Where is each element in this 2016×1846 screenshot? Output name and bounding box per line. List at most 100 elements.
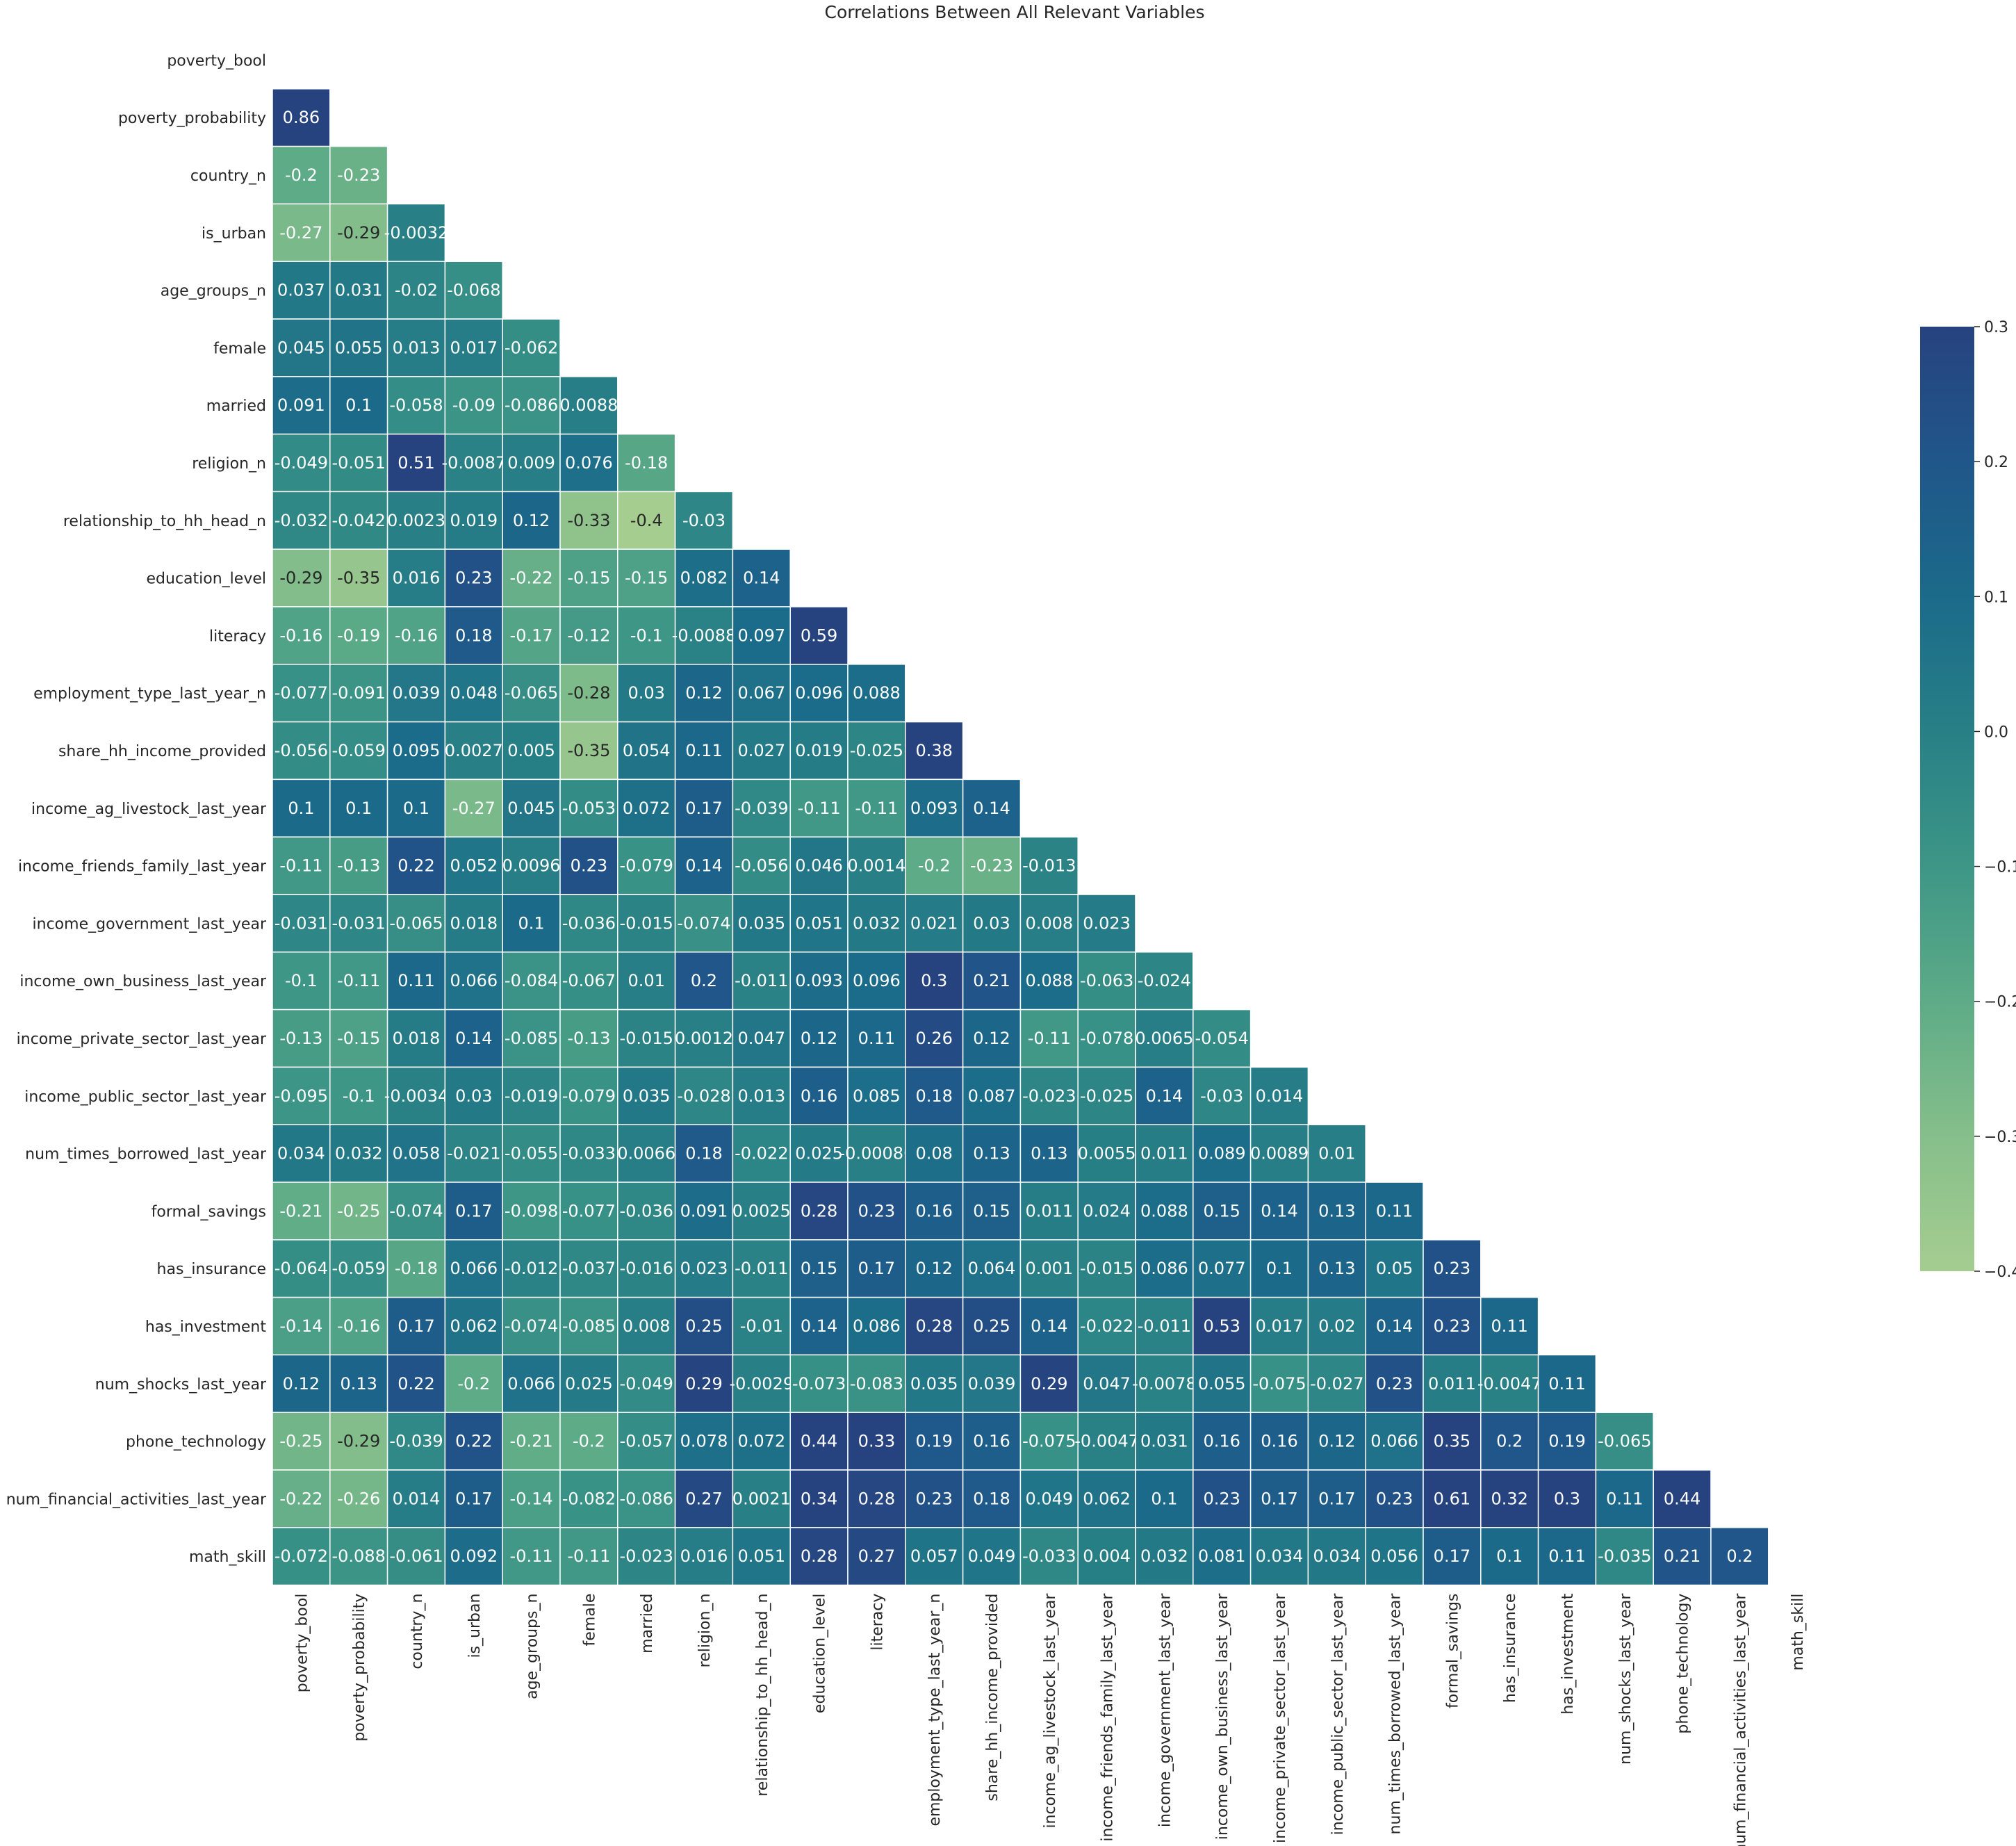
heatmap-cell xyxy=(905,1008,964,1068)
heatmap-cell xyxy=(847,664,906,723)
column-label: num_financial_activities_last_year xyxy=(1732,1593,1749,1846)
cell-annotation: 0.064 xyxy=(968,1259,1016,1278)
colorbar-tick-label: −0.2 xyxy=(1984,994,2016,1011)
heatmap-cell xyxy=(1077,1239,1136,1298)
heatmap-cell xyxy=(444,1354,503,1413)
heatmap-cell xyxy=(1537,1527,1597,1586)
cell-annotation: 0.14 xyxy=(743,569,780,588)
heatmap-cell xyxy=(1423,1296,1482,1356)
heatmap-cell xyxy=(272,376,331,435)
cell-annotation: 0.21 xyxy=(973,971,1010,990)
colorbar-tick-label: −0.4 xyxy=(1984,1264,2016,1281)
heatmap-cell xyxy=(386,1296,446,1356)
cell-annotation: 0.11 xyxy=(858,1029,895,1048)
heatmap-cell xyxy=(386,548,446,607)
heatmap-cell xyxy=(329,1124,388,1183)
heatmap-cell xyxy=(559,721,618,781)
cell-annotation: -0.095 xyxy=(274,1086,328,1106)
heatmap-cell xyxy=(1193,1239,1252,1298)
heatmap-cell xyxy=(905,1469,964,1528)
cell-annotation: -0.29 xyxy=(279,569,322,588)
heatmap-cell xyxy=(1595,1412,1654,1471)
cell-annotation: -0.18 xyxy=(625,453,668,473)
heatmap-cell xyxy=(1019,1527,1079,1586)
cell-annotation: -0.015 xyxy=(620,913,673,933)
cell-annotation: 0.16 xyxy=(915,1201,952,1220)
cell-annotation: -0.2 xyxy=(457,1374,490,1394)
cell-annotation: -0.011 xyxy=(1138,1316,1191,1336)
heatmap-cell xyxy=(444,1527,503,1586)
heatmap-cell xyxy=(1135,1124,1194,1183)
heatmap-cell xyxy=(1077,894,1136,953)
heatmap-cell xyxy=(789,1239,849,1298)
cell-annotation: -0.054 xyxy=(1195,1029,1249,1048)
row-label: share_hh_income_provided xyxy=(58,743,266,760)
heatmap-cell xyxy=(789,1354,849,1413)
cell-annotation: -0.00086 xyxy=(839,1144,914,1163)
cell-annotation: 0.052 xyxy=(450,856,498,876)
cell-annotation: 0.014 xyxy=(1256,1086,1304,1106)
heatmap-cell xyxy=(1480,1354,1539,1413)
cell-annotation: 0.14 xyxy=(801,1316,837,1336)
cell-annotation: 0.16 xyxy=(973,1432,1010,1451)
cell-annotation: 0.1 xyxy=(288,799,314,818)
heatmap-cell xyxy=(847,1008,906,1068)
cell-annotation: 0.025 xyxy=(565,1374,613,1394)
cell-annotation: -0.023 xyxy=(1022,1086,1076,1106)
heatmap-cell xyxy=(444,1412,503,1471)
heatmap-cell xyxy=(444,778,503,838)
cell-annotation: 0.066 xyxy=(450,971,498,990)
heatmap-cell xyxy=(386,721,446,781)
cell-annotation: -0.11 xyxy=(567,1546,610,1566)
heatmap-cell xyxy=(386,951,446,1011)
row-label: poverty_bool xyxy=(167,52,266,70)
cell-annotation: -0.084 xyxy=(505,971,558,990)
heatmap-cell xyxy=(1019,1296,1079,1356)
heatmap-cell xyxy=(559,664,618,723)
cell-annotation: 0.3 xyxy=(1554,1489,1580,1508)
heatmap-cell xyxy=(732,1066,791,1125)
heatmap-cell xyxy=(329,1412,388,1471)
heatmap-cell xyxy=(444,548,503,607)
cell-annotation: -0.35 xyxy=(337,569,380,588)
cell-annotation: -0.077 xyxy=(562,1201,616,1220)
heatmap-cell xyxy=(789,1066,849,1125)
cell-annotation: -0.075 xyxy=(1022,1432,1076,1451)
heatmap-cell xyxy=(559,1412,618,1471)
cell-annotation: 0.047 xyxy=(737,1029,785,1048)
column-labels: poverty_bool poverty_probability country_n… xyxy=(293,1593,1807,1846)
heatmap-cell xyxy=(1135,1239,1194,1298)
colorbar-tick-label: −0.1 xyxy=(1984,859,2016,876)
heatmap-cell xyxy=(962,1239,1022,1298)
cell-annotation: 0.023 xyxy=(680,1259,728,1278)
heatmap-cell xyxy=(272,1124,331,1183)
column-label: female xyxy=(581,1594,598,1647)
cell-annotation: 0.19 xyxy=(1548,1432,1585,1451)
heatmap-cell xyxy=(444,951,503,1011)
heatmap-cell xyxy=(502,894,561,953)
cell-annotation: -0.065 xyxy=(505,683,558,703)
row-label: is_urban xyxy=(202,225,266,243)
heatmap-cell xyxy=(1249,1469,1309,1528)
cell-annotation: -0.011 xyxy=(735,1259,788,1278)
row-label: has_insurance xyxy=(157,1261,266,1278)
heatmap-cell xyxy=(732,1182,791,1241)
heatmap-cell xyxy=(1365,1296,1424,1356)
heatmap-cell xyxy=(1193,1469,1252,1528)
cell-annotation: 0.14 xyxy=(1261,1201,1297,1220)
row-label: num_times_borrowed_last_year xyxy=(25,1146,267,1163)
cell-annotation: 0.089 xyxy=(1198,1144,1246,1163)
heatmap-cell xyxy=(272,1239,331,1298)
heatmap-cell xyxy=(559,1008,618,1068)
row-label: literacy xyxy=(209,628,266,645)
heatmap-cell xyxy=(617,433,676,493)
cell-annotation: 0.23 xyxy=(858,1201,895,1220)
cell-annotation: 0.091 xyxy=(277,395,325,415)
cell-annotation: -0.039 xyxy=(389,1432,443,1451)
row-label: num_financial_activities_last_year xyxy=(6,1491,267,1508)
cell-annotation: -0.18 xyxy=(395,1259,438,1278)
heatmap-cell xyxy=(329,1008,388,1068)
cell-annotation: 0.12 xyxy=(801,1029,837,1048)
cell-annotation: -0.051 xyxy=(332,453,386,473)
cell-annotation: -0.019 xyxy=(505,1086,558,1106)
